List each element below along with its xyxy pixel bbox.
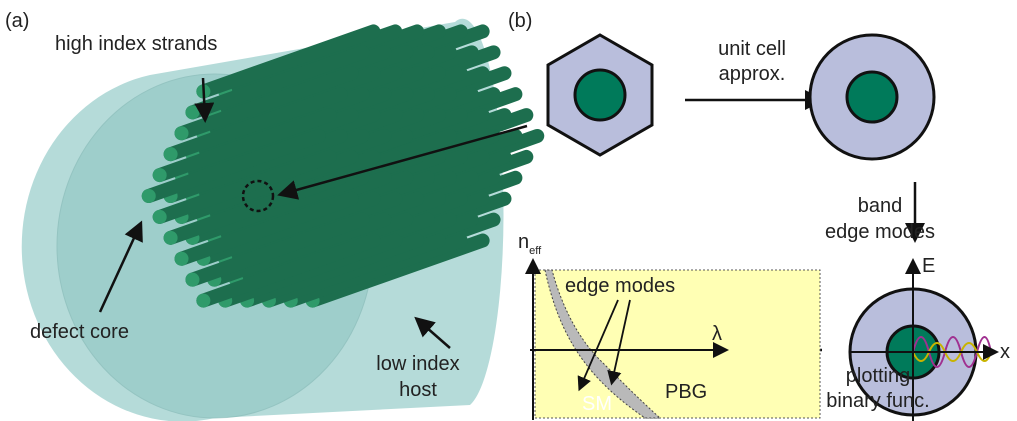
step-label: band xyxy=(858,195,903,217)
axis-label: λ xyxy=(712,323,722,345)
axis-label: n xyxy=(518,231,529,253)
plot-annotation: edge modes xyxy=(565,275,675,297)
plot-annotation: SM xyxy=(582,393,612,415)
fiber xyxy=(22,19,538,421)
plot-annotation: PBG xyxy=(665,381,707,403)
rod xyxy=(175,252,189,266)
page: (a) high index strands defect core low i… xyxy=(0,0,1017,421)
annotation: defect core xyxy=(30,321,129,343)
rod xyxy=(164,147,178,161)
rod xyxy=(175,126,189,140)
rod-section xyxy=(575,70,625,120)
step-label: unit cell xyxy=(718,38,786,60)
panel-label: (a) xyxy=(5,10,29,32)
rod xyxy=(185,273,199,287)
figure: (a) high index strands defect core low i… xyxy=(0,0,1017,421)
axis-label: neff xyxy=(518,231,542,257)
panel-label: (b) xyxy=(508,10,532,32)
step-label: plotting xyxy=(846,365,911,387)
axis-label-sub: eff xyxy=(529,245,542,257)
step-label: edge modes xyxy=(825,221,935,243)
rod xyxy=(153,168,167,182)
rod xyxy=(153,210,167,224)
rod xyxy=(164,231,178,245)
axis-label: E xyxy=(922,255,935,277)
annotation: low index xyxy=(376,353,459,375)
rod xyxy=(142,189,156,203)
rod xyxy=(185,105,199,119)
annotation: host xyxy=(399,379,437,401)
step-label: approx. xyxy=(719,63,786,85)
annotation: high index strands xyxy=(55,33,217,55)
axis-label: x xyxy=(1000,341,1010,363)
step-label: binary func. xyxy=(826,390,929,412)
rod-section xyxy=(847,72,897,122)
rod xyxy=(196,294,210,308)
